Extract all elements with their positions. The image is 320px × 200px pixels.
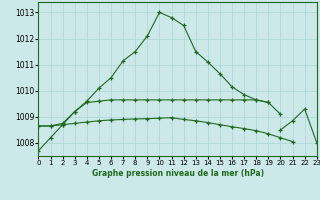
X-axis label: Graphe pression niveau de la mer (hPa): Graphe pression niveau de la mer (hPa) (92, 169, 264, 178)
